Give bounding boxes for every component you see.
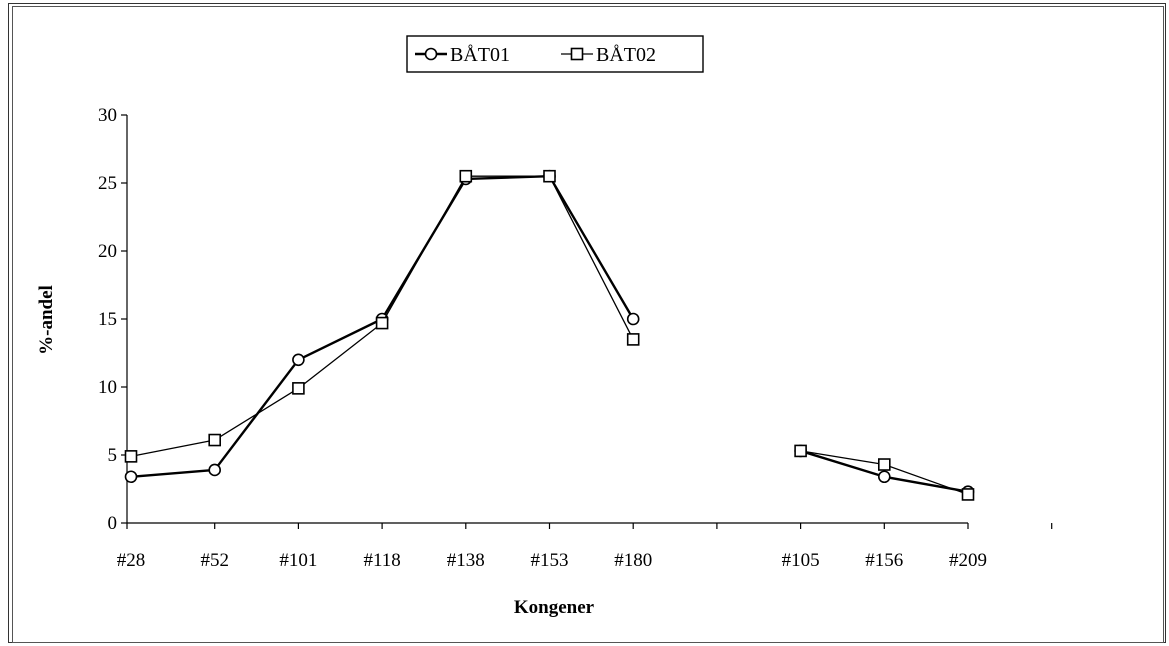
y-tick-label: 10 [98,377,117,398]
y-axis-title: %-andel [36,285,57,355]
series-2 [124,169,975,501]
legend-item: BÅT01 [415,44,510,66]
data-point-square [794,444,807,458]
data-point-square [208,433,221,447]
x-tick-label: #28 [117,550,146,571]
y-tick-label: 20 [98,241,117,262]
axes: 0 5 10 15 20 25 30 #28 #52 #101 #118 #138 #153 #180 #1… [98,105,1053,571]
x-tick-label: #118 [363,550,400,571]
data-point-square [543,169,556,183]
x-tick-label: #105 [782,550,820,571]
legend-label: BÅT01 [450,44,510,66]
legend-square-marker [570,47,584,61]
data-point-square [375,316,389,330]
data-point-circle [626,312,640,326]
x-tick-label: #180 [614,550,652,571]
y-tick-label: 5 [108,445,118,466]
y-tick-label: 25 [98,173,117,194]
x-tick-label: #52 [200,550,229,571]
x-tick-label: #138 [447,550,485,571]
data-point-square [459,169,473,183]
series-1 [124,169,975,499]
data-point-circle [208,463,221,477]
legend-box [406,35,704,73]
x-tick-label: #156 [865,550,903,571]
chart-inner-frame [12,6,1164,643]
legend: BÅT01 BÅT02 [406,35,704,73]
y-tick-label: 15 [98,309,117,330]
data-point-circle [877,470,891,484]
legend-label: BÅT02 [596,44,656,66]
y-tick-label: 0 [108,513,118,534]
data-point-circle [292,353,305,367]
x-tick-label: #209 [949,550,987,571]
data-point-square [626,333,640,346]
data-point-circle [124,470,138,484]
data-point-square [124,450,138,463]
x-tick-label: #101 [279,550,317,571]
data-point-square [877,458,891,471]
x-tick-label: #153 [531,550,569,571]
legend-circle-marker [424,47,438,61]
x-axis-title: Kongener [514,597,595,618]
data-point-square [961,488,975,501]
series-layer [124,169,975,501]
legend-item: BÅT02 [561,44,656,66]
y-tick-label: 30 [98,105,117,126]
data-point-square [292,382,305,395]
